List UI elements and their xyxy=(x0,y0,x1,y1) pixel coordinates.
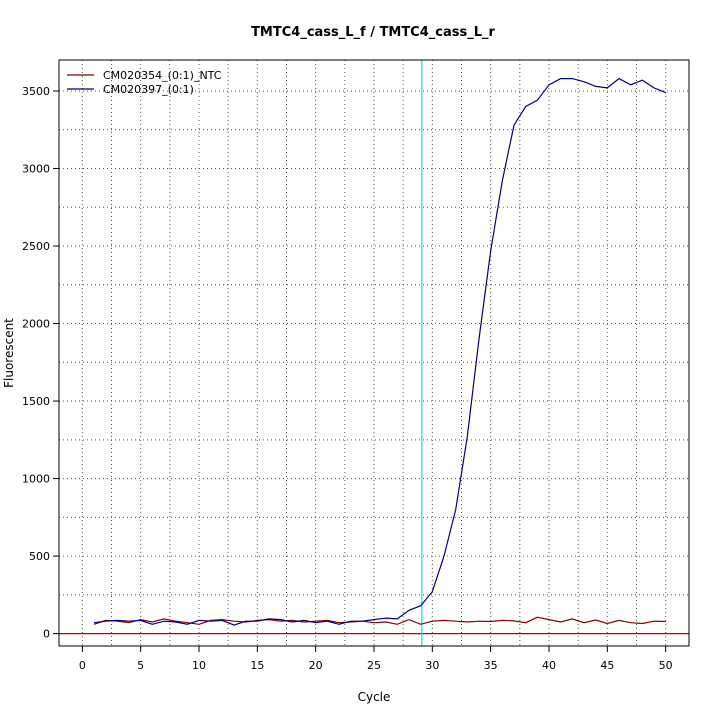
legend-label: CM020397_(0:1) xyxy=(103,83,194,96)
y-tick-label: 3000 xyxy=(22,163,50,176)
x-axis: 0 5 10 15 20 25 30 35 40 45 50 xyxy=(79,646,673,672)
y-axis-label: Fluorescent xyxy=(2,318,16,388)
x-tick-label: 40 xyxy=(542,659,556,672)
x-tick-label: 30 xyxy=(425,659,439,672)
x-axis-label: Cycle xyxy=(358,690,391,704)
grid xyxy=(59,60,689,646)
y-tick-label: 3500 xyxy=(22,85,50,98)
plot-frame xyxy=(58,59,690,647)
x-tick-label: 10 xyxy=(192,659,206,672)
y-tick-label: 1000 xyxy=(22,473,50,486)
legend-label: CM020354_(0:1)_NTC xyxy=(103,69,222,82)
plot-area xyxy=(59,60,689,646)
y-tick-label: 2500 xyxy=(22,240,50,253)
x-tick-label: 20 xyxy=(309,659,323,672)
x-tick-label: 25 xyxy=(367,659,381,672)
y-axis: 0 500 1000 1500 2000 2500 3000 3500 xyxy=(22,85,59,641)
series-line-2 xyxy=(93,77,666,626)
x-tick-label: 45 xyxy=(600,659,614,672)
y-tick-label: 2000 xyxy=(22,318,50,331)
x-tick-label: 50 xyxy=(659,659,673,672)
x-tick-label: 15 xyxy=(250,659,264,672)
y-tick-label: 0 xyxy=(43,628,50,641)
x-tick-label: 35 xyxy=(484,659,498,672)
series-line-1 xyxy=(93,616,666,625)
x-tick-label: 0 xyxy=(79,659,86,672)
chart-title: TMTC4_cass_L_f / TMTC4_cass_L_r xyxy=(251,25,495,40)
y-tick-label: 500 xyxy=(29,550,50,563)
x-tick-label: 5 xyxy=(137,659,144,672)
y-tick-label: 1500 xyxy=(22,395,50,408)
